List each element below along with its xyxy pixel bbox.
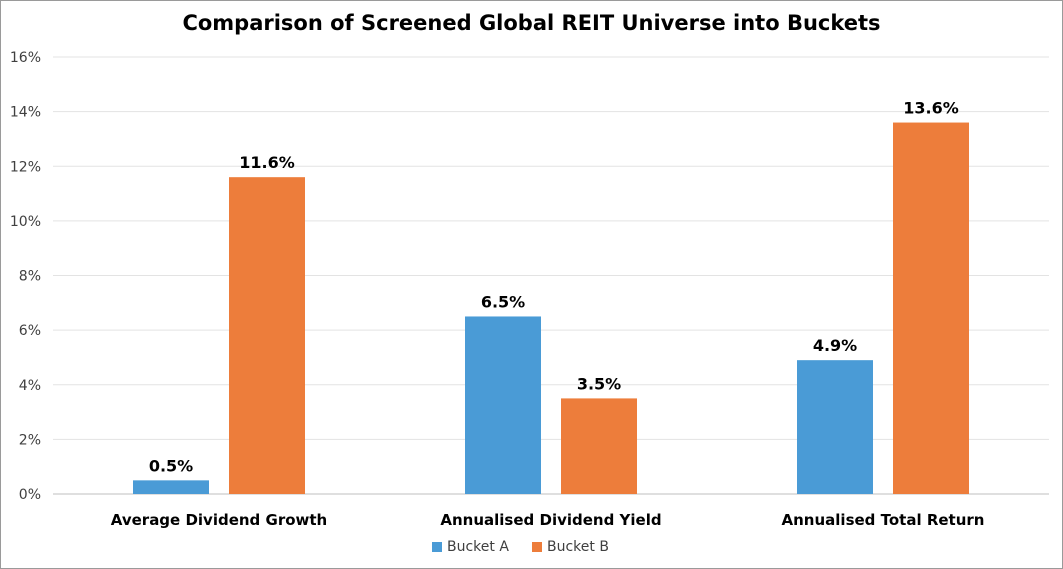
bar-bucket-b: [561, 398, 637, 494]
data-label: 6.5%: [481, 292, 525, 311]
y-tick-label: 8%: [19, 269, 41, 285]
data-label: 0.5%: [149, 456, 193, 475]
bar-bucket-b: [229, 177, 305, 495]
data-label: 3.5%: [577, 374, 621, 393]
bar-bucket-b: [893, 122, 969, 495]
chart-title: Comparison of Screened Global REIT Unive…: [182, 11, 881, 35]
legend-swatch: [432, 542, 442, 552]
data-label: 11.6%: [239, 153, 295, 172]
x-category-label: Average Dividend Growth: [111, 511, 327, 529]
y-tick-label: 12%: [10, 159, 41, 175]
y-tick-label: 6%: [19, 323, 41, 339]
legend-label: Bucket A: [447, 539, 509, 555]
data-label: 4.9%: [813, 336, 857, 355]
bar-bucket-a: [797, 360, 873, 494]
y-tick-label: 4%: [19, 378, 41, 394]
y-tick-label: 0%: [19, 487, 41, 503]
data-label: 13.6%: [903, 99, 959, 118]
x-category-label: Annualised Dividend Yield: [440, 511, 661, 529]
bar-bucket-a: [133, 480, 209, 494]
y-tick-label: 2%: [19, 432, 41, 448]
legend-swatch: [532, 542, 542, 552]
legend-label: Bucket B: [547, 539, 609, 555]
y-tick-label: 14%: [10, 105, 41, 121]
x-category-label: Annualised Total Return: [782, 511, 985, 529]
bar-bucket-a: [465, 316, 541, 494]
y-tick-label: 16%: [10, 50, 41, 66]
y-tick-label: 10%: [10, 214, 41, 230]
